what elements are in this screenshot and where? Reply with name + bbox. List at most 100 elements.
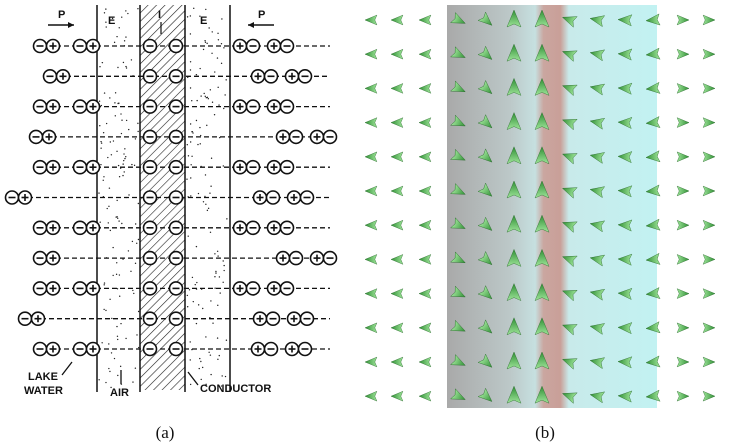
charge — [74, 40, 87, 53]
dot — [112, 275, 113, 276]
vector-arrow — [419, 186, 431, 196]
dot — [126, 67, 127, 68]
dot — [131, 59, 132, 60]
vector-arrow — [419, 289, 431, 299]
charge — [267, 312, 280, 325]
dot — [190, 164, 191, 165]
charge — [144, 130, 157, 143]
dot — [196, 282, 197, 283]
dot — [210, 232, 211, 233]
dot — [217, 255, 218, 256]
vector-arrow — [391, 186, 403, 196]
dot — [199, 358, 200, 359]
dot — [116, 274, 117, 275]
dot — [125, 10, 126, 11]
dot — [125, 338, 126, 339]
charge — [74, 343, 87, 356]
dot — [223, 108, 224, 109]
dot — [105, 8, 106, 9]
vector-arrow — [677, 186, 689, 196]
dot — [132, 381, 133, 382]
vector-arrow — [365, 186, 377, 196]
vector-arrow — [703, 84, 715, 94]
dot — [134, 165, 135, 166]
dot — [114, 358, 115, 359]
dot — [215, 272, 216, 273]
charge — [234, 100, 247, 113]
charge — [247, 40, 260, 53]
dot — [196, 100, 197, 101]
dot — [101, 142, 102, 143]
dot — [203, 201, 204, 202]
vector-arrow — [703, 15, 715, 25]
charge — [234, 282, 247, 295]
dot — [219, 355, 220, 356]
dot — [217, 87, 218, 88]
vector-arrow — [391, 15, 403, 25]
dot — [121, 16, 122, 17]
dot — [103, 180, 104, 181]
dot — [210, 300, 211, 301]
charge — [87, 100, 100, 113]
dot — [214, 71, 215, 72]
dot — [120, 366, 121, 367]
dot — [190, 177, 191, 178]
vector-arrow — [419, 152, 431, 162]
dot — [212, 31, 213, 32]
charge — [144, 252, 157, 265]
dot — [119, 274, 120, 275]
vector-arrow — [677, 323, 689, 333]
dot — [102, 62, 103, 63]
dot — [111, 352, 112, 353]
dot — [221, 43, 222, 44]
charge — [170, 70, 183, 83]
dot — [205, 336, 206, 337]
dot — [202, 308, 203, 309]
charge — [34, 343, 47, 356]
dot — [107, 208, 108, 209]
vector-arrow — [419, 49, 431, 59]
charge — [254, 312, 267, 325]
charge — [290, 130, 303, 143]
dot — [101, 342, 102, 343]
charge — [44, 70, 57, 83]
dot — [223, 265, 224, 266]
charge — [87, 221, 100, 234]
dot — [200, 135, 201, 136]
charge — [265, 343, 278, 356]
dot — [210, 186, 211, 187]
dot — [135, 138, 136, 139]
dot — [125, 36, 126, 37]
dot — [208, 27, 209, 28]
figure: P E I E P LAKE WATER AIR CONDUCTOR (a) (… — [0, 0, 739, 446]
dot — [218, 39, 219, 40]
dot — [135, 263, 136, 264]
vector-arrow — [419, 220, 431, 230]
arrow-head — [248, 22, 254, 28]
dot — [187, 16, 188, 17]
vector-arrow — [391, 49, 403, 59]
dot — [205, 9, 206, 10]
charge — [170, 161, 183, 174]
dot — [105, 22, 106, 23]
dot — [127, 13, 128, 14]
dot — [138, 239, 139, 240]
dot — [118, 165, 119, 166]
vector-arrow — [365, 357, 377, 367]
charge — [47, 40, 60, 53]
dot — [98, 192, 99, 193]
charge — [47, 252, 60, 265]
dot — [214, 287, 215, 288]
charge — [47, 161, 60, 174]
dot — [100, 141, 101, 142]
charge — [74, 161, 87, 174]
charge — [324, 130, 337, 143]
charge — [144, 161, 157, 174]
dot — [199, 68, 200, 69]
panel-a: P E I E P LAKE WATER AIR CONDUCTOR (a) — [6, 5, 337, 442]
dot — [104, 12, 105, 13]
vector-arrow — [391, 220, 403, 230]
dot — [121, 120, 122, 121]
dot — [199, 127, 200, 128]
dot — [117, 103, 118, 104]
